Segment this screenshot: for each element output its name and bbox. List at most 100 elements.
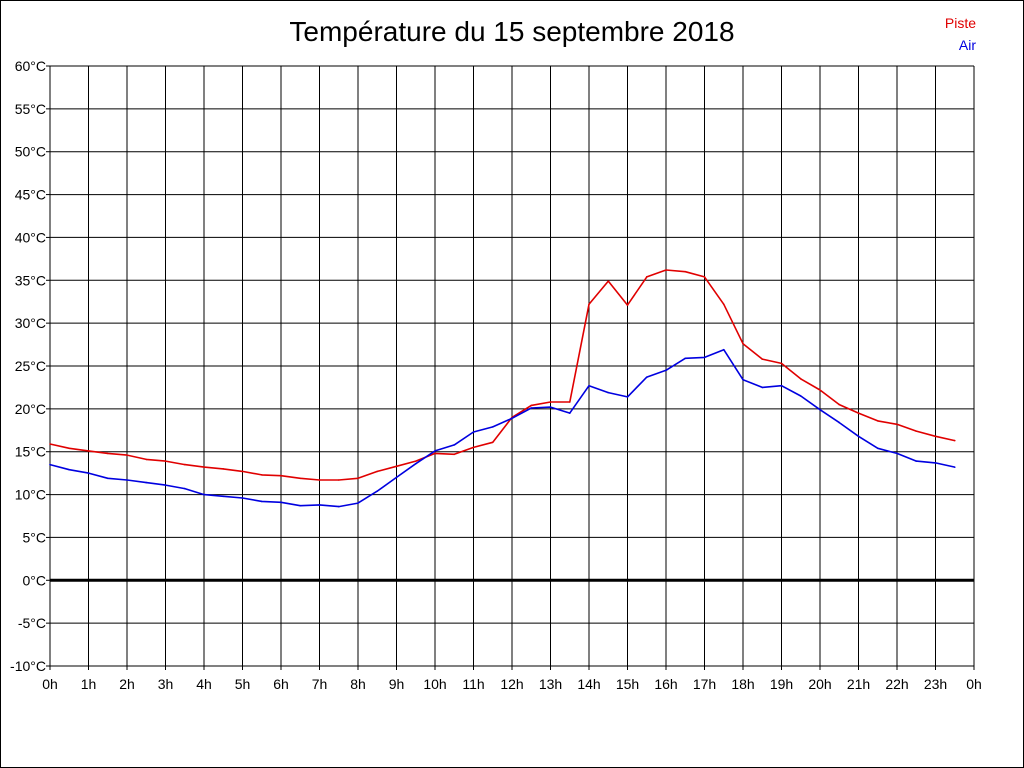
data-point-air — [357, 502, 359, 504]
data-point-air — [722, 348, 725, 351]
data-point-air — [838, 421, 841, 424]
y-tick-label: 60°C — [15, 58, 46, 74]
y-tick-label: 30°C — [15, 315, 46, 331]
data-point-piste — [453, 453, 456, 456]
data-point-piste — [838, 403, 841, 406]
data-point-air — [780, 384, 783, 387]
data-point-piste — [222, 468, 225, 470]
data-point-piste — [395, 465, 398, 468]
x-tick-label: 2h — [119, 676, 135, 692]
data-point-air — [607, 391, 610, 394]
data-point-air — [819, 408, 821, 411]
data-point-piste — [241, 470, 244, 473]
x-tick-label: 3h — [158, 676, 174, 692]
data-point-air — [106, 477, 109, 480]
data-point-piste — [568, 401, 571, 403]
data-point-piste — [761, 358, 764, 360]
data-point-piste — [799, 378, 802, 380]
data-point-piste — [145, 458, 148, 461]
series-line-air — [49, 348, 955, 508]
data-point-air — [665, 369, 667, 372]
x-tick-label: 4h — [196, 676, 212, 692]
data-point-piste — [164, 460, 167, 462]
y-tick-label: 15°C — [15, 444, 46, 460]
data-point-piste — [876, 420, 879, 422]
x-tick-label: 14h — [577, 676, 600, 692]
data-point-air — [164, 484, 167, 486]
series-line-piste — [49, 269, 955, 481]
chart-title: Température du 15 septembre 2018 — [289, 16, 735, 47]
x-tick-label: 12h — [500, 676, 523, 692]
data-point-piste — [626, 304, 629, 306]
data-point-piste — [665, 269, 667, 271]
x-tick-label: 19h — [770, 676, 793, 692]
x-tick-label: 17h — [693, 676, 716, 692]
data-point-air — [799, 395, 802, 397]
y-tick-label: 10°C — [15, 487, 46, 503]
data-point-piste — [126, 454, 128, 456]
y-tick-label: 0°C — [23, 572, 47, 588]
data-point-piste — [87, 450, 90, 452]
data-point-piste — [684, 270, 687, 273]
y-tick-label: -5°C — [18, 615, 46, 631]
data-point-piste — [414, 460, 417, 462]
data-point-piste — [530, 404, 533, 407]
x-tick-label: 18h — [731, 676, 754, 692]
data-point-air — [395, 476, 398, 479]
y-tick-label: 35°C — [15, 272, 46, 288]
data-point-air — [376, 490, 379, 492]
legend-entry-piste: Piste — [944, 15, 976, 31]
data-point-piste — [607, 280, 610, 282]
data-point-piste — [742, 342, 744, 345]
data-point-air — [876, 447, 879, 450]
data-point-piste — [68, 447, 71, 450]
data-point-air — [915, 460, 918, 462]
chart-legend: Piste Air — [945, 12, 976, 56]
data-point-air — [145, 481, 148, 484]
data-point-air — [549, 406, 552, 408]
data-point-air — [453, 444, 456, 446]
data-point-air — [934, 462, 937, 464]
data-point-piste — [260, 474, 263, 476]
x-tick-label: 8h — [350, 676, 366, 692]
data-point-piste — [106, 452, 109, 455]
data-point-piste — [376, 470, 379, 473]
data-point-piste — [645, 276, 648, 278]
data-point-piste — [934, 435, 937, 438]
data-point-piste — [49, 443, 51, 445]
data-point-piste — [183, 463, 186, 466]
x-tick-label: 22h — [885, 676, 908, 692]
y-tick-label: 55°C — [15, 101, 46, 117]
data-point-air — [588, 384, 590, 387]
data-point-air — [203, 493, 205, 496]
data-point-piste — [337, 479, 340, 481]
data-point-piste — [703, 276, 706, 278]
y-tick-label: 40°C — [15, 229, 46, 245]
y-tick-label: 45°C — [15, 187, 46, 203]
data-point-air — [241, 497, 244, 499]
x-tick-label: 0h — [966, 676, 982, 692]
data-point-piste — [780, 362, 783, 365]
data-point-piste — [357, 477, 359, 480]
data-point-piste — [722, 303, 725, 306]
data-point-air — [857, 435, 860, 438]
data-point-air — [684, 357, 687, 360]
x-tick-label: 11h — [462, 676, 484, 692]
data-point-piste — [203, 466, 205, 468]
y-tick-label: 20°C — [15, 401, 46, 417]
x-tick-label: 21h — [847, 676, 870, 692]
data-point-air — [626, 396, 629, 398]
x-tick-label: 7h — [312, 676, 328, 692]
data-point-air — [645, 376, 648, 378]
data-point-air — [414, 462, 417, 465]
x-tick-label: 0h — [42, 676, 58, 692]
data-point-piste — [299, 477, 302, 480]
data-point-air — [530, 407, 533, 409]
data-point-air — [896, 452, 898, 455]
data-point-piste — [318, 479, 321, 481]
x-tick-label: 1h — [81, 676, 97, 692]
legend-entry-air: Air — [958, 37, 976, 53]
data-point-air — [318, 504, 321, 506]
data-point-air — [299, 504, 302, 507]
